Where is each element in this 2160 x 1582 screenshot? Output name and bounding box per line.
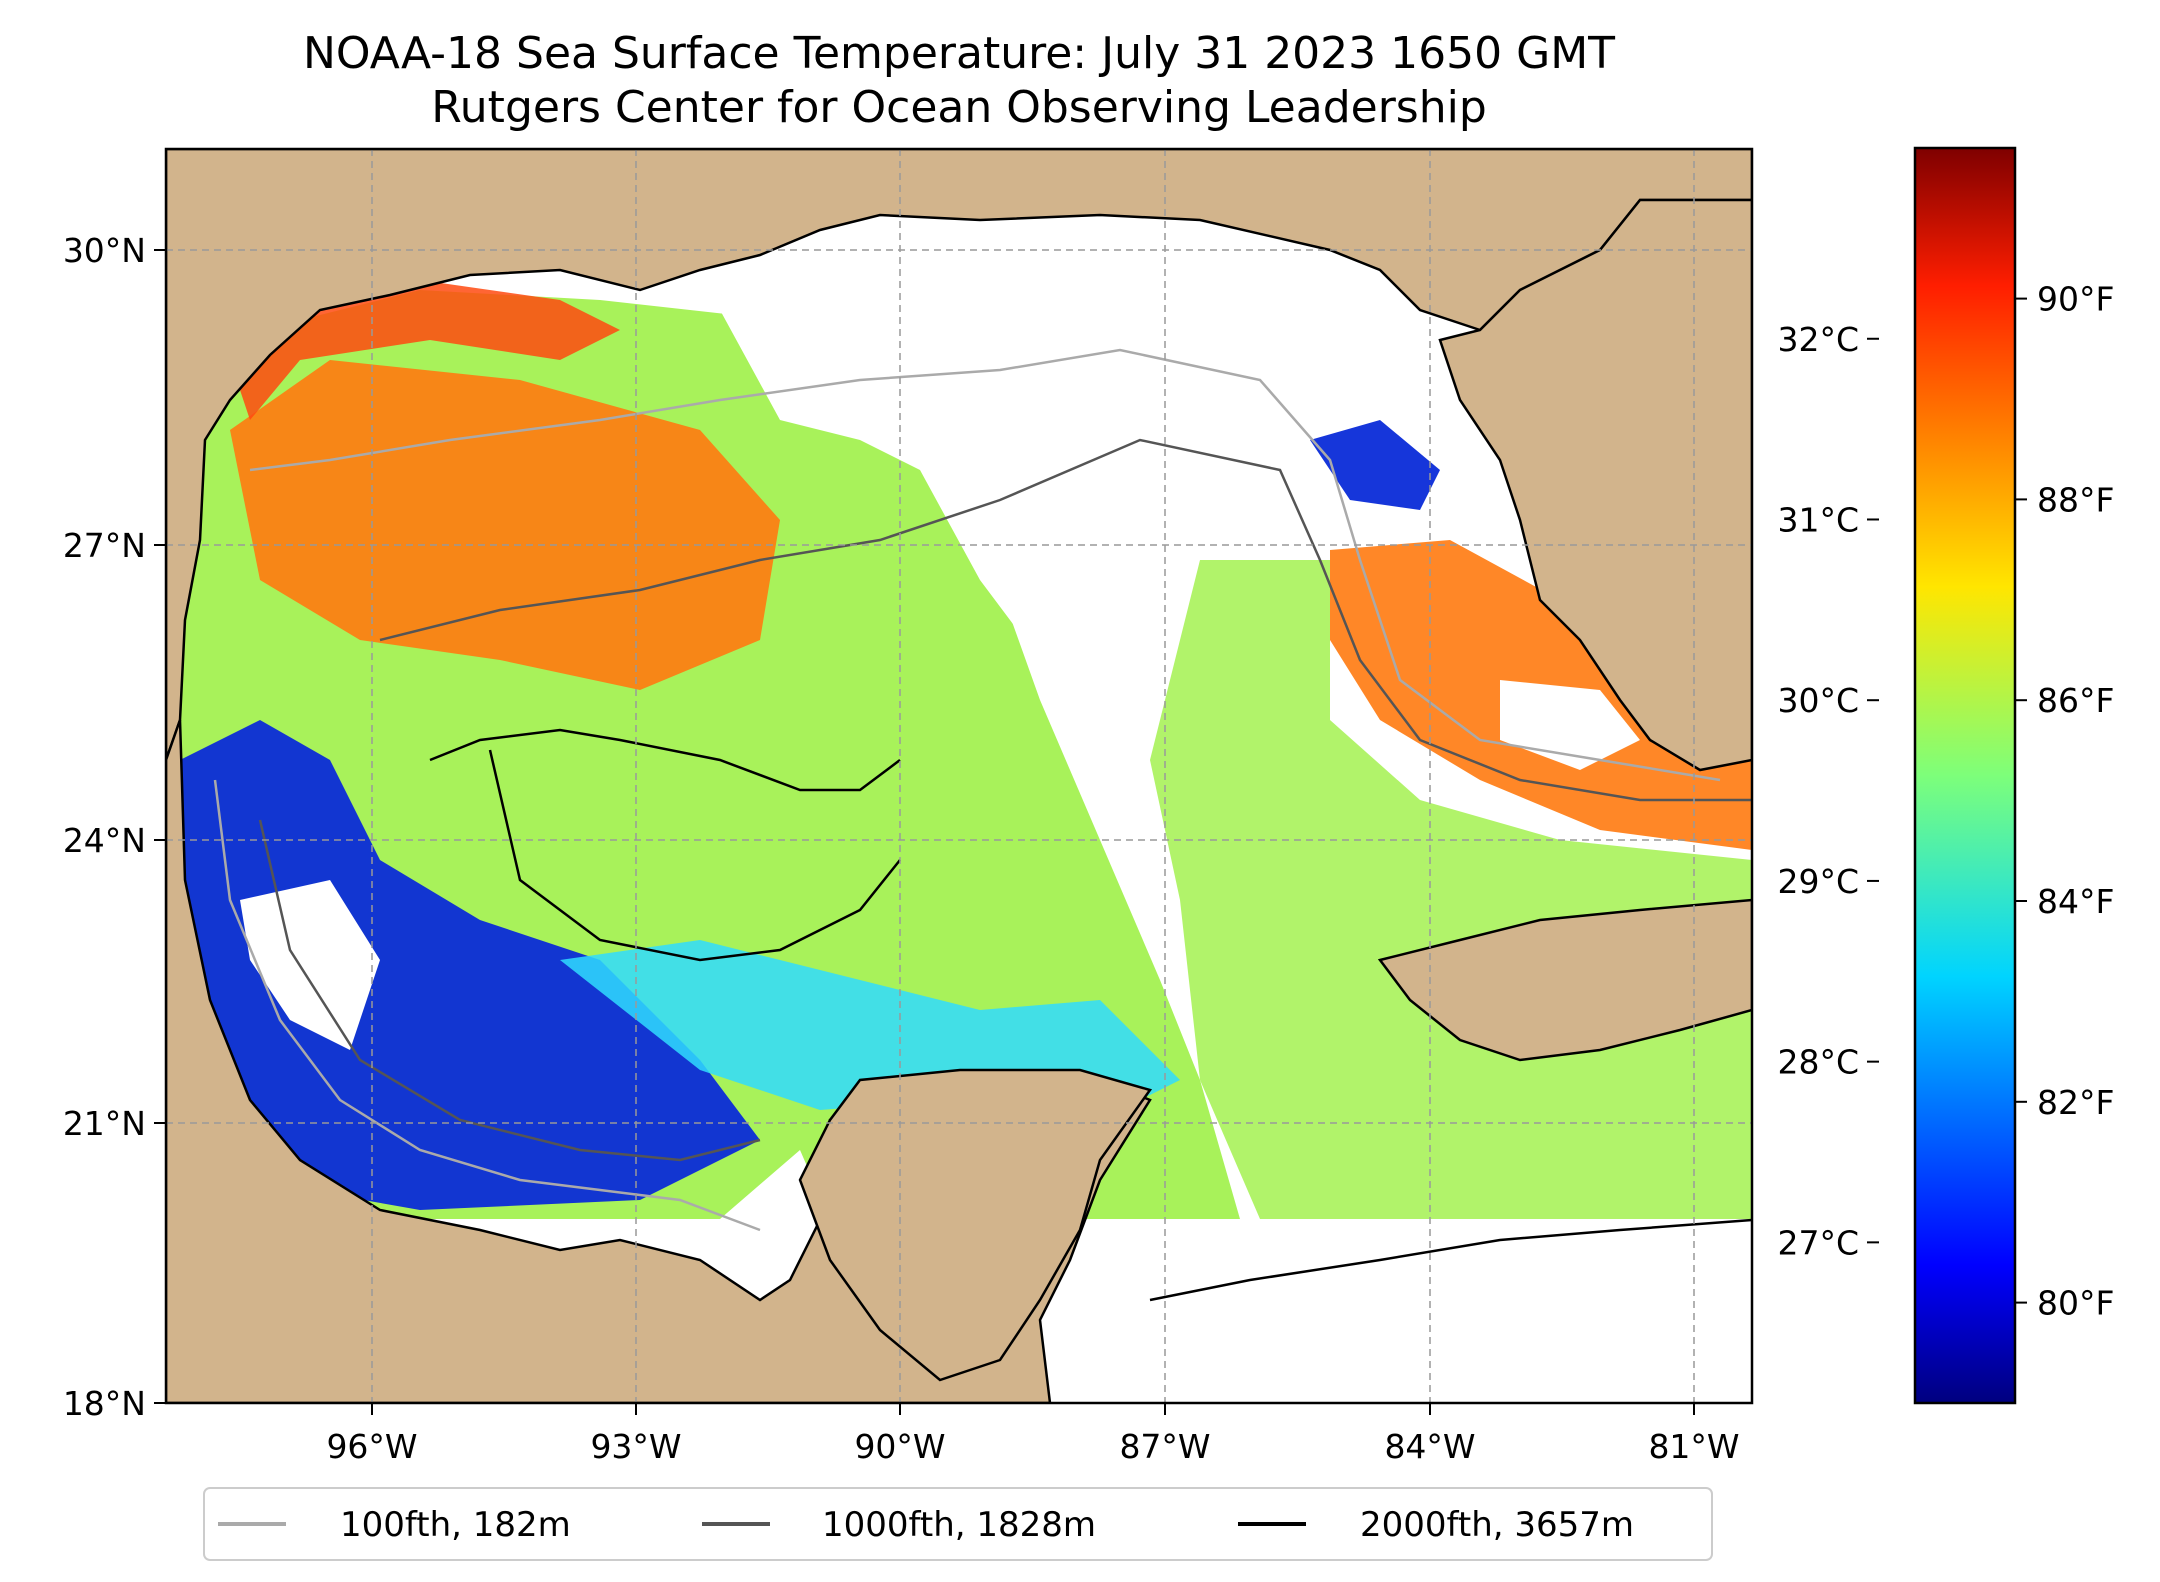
title-line-2: Rutgers Center for Ocean Observing Leade… bbox=[431, 82, 1487, 133]
lat-tick-label: 30°N bbox=[63, 231, 146, 270]
map-frame bbox=[164, 147, 1754, 1405]
land-yucatan bbox=[798, 1068, 1153, 1382]
colorbar-celsius-tick-label: 28°C bbox=[1777, 1043, 1859, 1082]
contour-100fth bbox=[213, 348, 1721, 1232]
lat-tick-label: 24°N bbox=[63, 821, 146, 860]
sst-warm-core-nw bbox=[230, 360, 780, 690]
legend-box bbox=[203, 1487, 1713, 1561]
lon-tick-label: 84°W bbox=[1384, 1427, 1475, 1466]
colorbar-fahrenheit-tick-label: 80°F bbox=[2037, 1284, 2114, 1323]
colorbar-fahrenheit-ticks: 80°F 82°F 84°F 86°F 88°F 90°F bbox=[2015, 280, 2114, 1323]
lon-tick-label: 90°W bbox=[854, 1427, 945, 1466]
cloud-gap-east bbox=[1500, 680, 1640, 770]
sst-green-east bbox=[1150, 560, 1752, 1219]
land bbox=[166, 149, 1752, 1403]
gridlines bbox=[166, 149, 1752, 1403]
sst-cool-sw bbox=[180, 720, 760, 1210]
title-line-1: NOAA-18 Sea Surface Temperature: July 31… bbox=[303, 28, 1615, 79]
lon-ticks bbox=[371, 1403, 1695, 1415]
colorbar: 27°C 28°C 29°C 30°C 31°C 32°C 80°F 82°F 84°F 86°… bbox=[1777, 146, 2114, 1405]
lon-tick-label: 81°W bbox=[1648, 1427, 1739, 1466]
colorbar-fahrenheit-tick-label: 88°F bbox=[2037, 480, 2114, 519]
lon-tick-label: 96°W bbox=[326, 1427, 417, 1466]
colorbar-fahrenheit-tick-label: 84°F bbox=[2037, 882, 2114, 921]
colorbar-celsius-tick-label: 32°C bbox=[1777, 320, 1859, 359]
map-panel bbox=[166, 149, 1752, 1403]
land-florida bbox=[1438, 198, 1752, 772]
sst-field bbox=[170, 200, 1752, 1219]
colorbar-celsius-tick-label: 29°C bbox=[1777, 862, 1859, 901]
colorbar-celsius-ticks: 27°C 28°C 29°C 30°C 31°C 32°C bbox=[1777, 320, 1879, 1262]
colorbar-celsius-tick-label: 30°C bbox=[1777, 681, 1859, 720]
colorbar-fahrenheit-tick-label: 86°F bbox=[2037, 681, 2114, 720]
lat-tick-label: 27°N bbox=[63, 526, 146, 565]
colorbar-fahrenheit-tick-label: 82°F bbox=[2037, 1083, 2114, 1122]
legend-label-1000fth: 1000fth, 1828m bbox=[822, 1505, 1096, 1545]
legend-label-100fth: 100fth, 182m bbox=[340, 1505, 571, 1545]
cloud-gap-central bbox=[720, 240, 1330, 700]
colorbar-celsius-tick-label: 31°C bbox=[1777, 500, 1859, 539]
colorbar-gradient bbox=[1913, 146, 2017, 1405]
lon-tick-label: 87°W bbox=[1119, 1427, 1210, 1466]
contour-2000fth bbox=[429, 728, 1752, 1302]
lat-tick-label: 18°N bbox=[63, 1384, 146, 1423]
cloud-gap-southwest bbox=[240, 880, 380, 1050]
lat-ticks bbox=[154, 249, 166, 1404]
contour-1000fth bbox=[258, 438, 1752, 1162]
legend-label-2000fth: 2000fth, 3657m bbox=[1360, 1505, 1634, 1545]
sst-warm-coast-nw bbox=[230, 280, 620, 420]
lat-tick-label: 21°N bbox=[63, 1104, 146, 1143]
colorbar-fahrenheit-tick-label: 90°F bbox=[2037, 280, 2114, 319]
land-cuba bbox=[1377, 898, 1752, 1062]
colorbar-celsius-tick-label: 27°C bbox=[1777, 1223, 1859, 1262]
contour-legend: 100fth, 182m 1000fth, 1828m 2000fth, 365… bbox=[203, 1487, 1713, 1561]
sst-cool-ne bbox=[1310, 420, 1440, 510]
lon-tick-label: 93°W bbox=[590, 1427, 681, 1466]
